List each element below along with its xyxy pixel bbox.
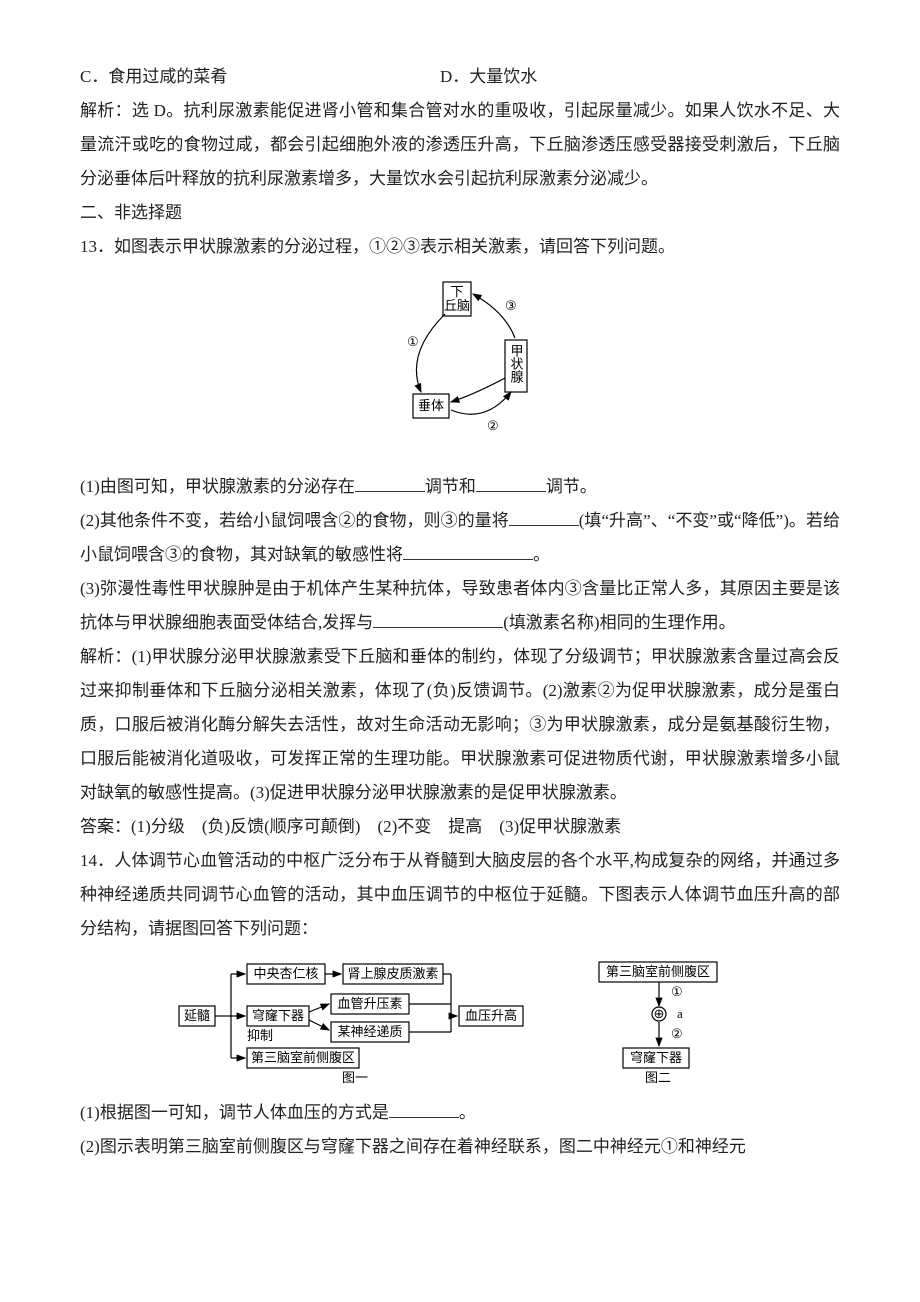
- svg-text:丘脑: 丘脑: [444, 298, 470, 313]
- node-pituitary: 垂体: [418, 398, 444, 413]
- synapse-icon: ⊕: [654, 1006, 665, 1021]
- box-amygdala: 中央杏仁核: [253, 966, 318, 981]
- option-d: D．大量饮水: [440, 60, 537, 94]
- box-bp: 血压升高: [465, 1008, 517, 1023]
- box-vasopressin: 血管升压素: [337, 996, 402, 1011]
- box-aldosterone: 肾上腺皮质激素: [347, 966, 438, 981]
- caption-fig2: 图二: [645, 1070, 671, 1085]
- box-medulla: 延髓: [184, 1008, 210, 1023]
- blank: [509, 508, 579, 526]
- box-nt: 某神经递质: [337, 1024, 402, 1039]
- figure-thyroid-loop: 下 丘脑 垂体 甲状腺 ① ② ③: [80, 274, 840, 456]
- box-av3v: 第三脑室前侧腹区: [251, 1050, 355, 1065]
- option-c: C．食用过咸的菜肴: [80, 60, 440, 94]
- blank: [373, 610, 503, 628]
- q13-answer: 答案：(1)分级 (负)反馈(顺序可颠倒) (2)不变 提高 (3)促甲状腺激素: [80, 810, 840, 844]
- q14-stem: 14．人体调节心血管活动的中枢广泛分布于从脊髓到大脑皮层的各个水平,构成复杂的网…: [80, 844, 840, 946]
- label-1: ①: [407, 334, 419, 349]
- q14-p1: (1)根据图一可知，调节人体血压的方式是。: [80, 1096, 840, 1130]
- label-n1: ①: [671, 984, 683, 999]
- section-heading: 二、非选择题: [80, 196, 840, 230]
- q13-p3: (3)弥漫性毒性甲状腺肿是由于机体产生某种抗体，导致患者体内③含量比正常人多，其…: [80, 572, 840, 640]
- label-3: ③: [505, 298, 517, 313]
- node-thyroid: 甲状腺: [509, 344, 524, 383]
- box-sfo: 穹窿下器: [252, 1008, 304, 1023]
- q13-analysis: 解析：(1)甲状腺分泌甲状腺激素受下丘脑和垂体的制约，体现了分级调节；甲状腺激素…: [80, 640, 840, 810]
- q13-p2: (2)其他条件不变，若给小鼠饲喂含②的食物，则③的量将(填“升高”、“不变”或“…: [80, 504, 840, 572]
- q12-analysis: 解析：选 D。抗利尿激素能促进肾小管和集合管对水的重吸收，引起尿量减少。如果人饮…: [80, 94, 840, 196]
- q14-p2: (2)图示表明第三脑室前侧腹区与穹窿下器之间存在着神经联系，图二中神经元①和神经…: [80, 1130, 840, 1164]
- node-hypothalamus: 下: [450, 284, 463, 299]
- q13-p1: (1)由图可知，甲状腺激素的分泌存在调节和调节。: [80, 470, 840, 504]
- label-2: ②: [487, 418, 499, 433]
- blank: [355, 474, 425, 492]
- blank: [476, 474, 546, 492]
- q12-options: C．食用过咸的菜肴 D．大量饮水: [80, 60, 840, 94]
- box-av3v-r: 第三脑室前侧腹区: [606, 964, 710, 979]
- blank: [403, 542, 533, 560]
- label-n2: ②: [671, 1026, 683, 1041]
- caption-fig1: 图一: [342, 1070, 368, 1085]
- q13-stem: 13．如图表示甲状腺激素的分泌过程，①②③表示相关激素，请回答下列问题。: [80, 230, 840, 264]
- label-a: a: [677, 1006, 683, 1021]
- label-inhibit: 抑制: [247, 1028, 273, 1043]
- figure-bp-regulation: 延髓 中央杏仁核 穹窿下器 第三脑室前侧腹区 肾上腺皮质激素 血管升压素 某神经…: [80, 956, 840, 1086]
- blank: [389, 1100, 459, 1118]
- box-sfo-r: 穹窿下器: [630, 1050, 682, 1065]
